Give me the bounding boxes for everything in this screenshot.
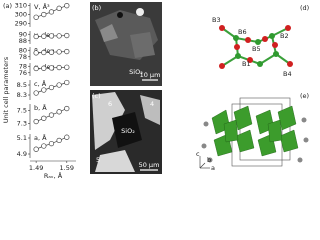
atom-label: B4	[283, 70, 292, 78]
point	[48, 140, 55, 147]
atom-label: B3	[212, 16, 221, 24]
crystal-structure	[199, 97, 309, 169]
scale-label: 50 μm	[139, 161, 160, 169]
point	[56, 49, 62, 55]
atom-label: B1	[242, 60, 251, 68]
point	[64, 105, 70, 112]
y-tick-label: 88	[19, 37, 27, 45]
marker: 6	[108, 100, 112, 108]
series-label: V, Å³	[34, 2, 50, 11]
point	[33, 50, 39, 56]
phase-label: SiO₂	[121, 127, 135, 135]
y-tick-label: 8.3	[17, 91, 27, 99]
series-label: a, Å	[34, 133, 47, 142]
x-tick-label: 1.59	[60, 164, 74, 172]
y-tick-label: 78	[19, 62, 27, 70]
panel-label: (d)	[300, 4, 309, 12]
panel-label: (c)	[92, 92, 101, 100]
point	[64, 48, 70, 55]
point	[41, 87, 47, 93]
panel-label: (b)	[92, 4, 101, 12]
point	[56, 82, 62, 88]
panel-label: (e)	[300, 92, 309, 100]
y-tick-label: 300	[15, 11, 27, 19]
point	[48, 65, 55, 71]
axis-label: c	[196, 150, 200, 158]
point	[48, 112, 55, 118]
x-tick-label: 1.49	[29, 164, 43, 172]
y-tick-label: 76	[19, 69, 27, 77]
y-tick-label: 290	[15, 19, 27, 27]
point	[64, 32, 70, 39]
point	[56, 137, 62, 144]
marker: 5	[96, 156, 100, 164]
point	[33, 65, 39, 72]
axis-label: a	[211, 164, 215, 172]
y-tick-label: 78	[19, 53, 27, 61]
point	[41, 143, 47, 149]
oxygen-atoms	[219, 25, 293, 69]
point	[56, 64, 62, 71]
y-tick-label: 5.1	[17, 134, 27, 142]
y-tick-label: 310	[15, 2, 27, 10]
point	[41, 11, 47, 18]
series-label: b, Å	[34, 103, 47, 112]
micrograph-b	[90, 2, 162, 86]
series-label: c, Å	[34, 79, 47, 88]
point	[48, 84, 55, 91]
y-axis-label: Unit cell parameters	[2, 56, 10, 123]
axis-label: b	[207, 156, 211, 164]
panel-label: (a)	[3, 2, 12, 10]
point	[48, 9, 55, 15]
point	[41, 49, 47, 56]
point	[56, 5, 62, 11]
y-tick-label: 7.5	[17, 107, 27, 115]
y-tick-label: 8.5	[17, 81, 27, 89]
point	[41, 115, 47, 121]
point	[33, 90, 39, 96]
point	[41, 33, 47, 39]
point	[48, 33, 55, 39]
scale-label: 10 μm	[140, 71, 161, 79]
point	[56, 33, 62, 39]
point	[33, 118, 39, 125]
atom-label: B5	[252, 45, 261, 53]
point	[64, 79, 70, 86]
point	[48, 49, 55, 55]
point	[64, 64, 70, 70]
point	[41, 65, 47, 71]
point	[56, 109, 62, 115]
point	[64, 134, 70, 140]
figure: (a) Unit cell parameters (b) SiO₂ 10 μm …	[2, 2, 309, 179]
point	[33, 33, 39, 40]
phase-label: SiO₂	[129, 68, 143, 76]
y-tick-label: 90	[19, 30, 27, 38]
x-axis-label: Rₐᵥ, Å	[44, 171, 63, 179]
point	[33, 14, 39, 20]
y-tick-label: 7.3	[17, 120, 27, 128]
micrograph-c	[90, 90, 162, 174]
point	[64, 3, 70, 9]
y-tick-label: 80	[19, 46, 27, 54]
boron-atoms	[233, 33, 279, 67]
atom-label: B2	[280, 32, 289, 40]
point	[33, 146, 39, 152]
atom-label: B6	[238, 28, 247, 36]
y-tick-label: 4.9	[17, 150, 27, 158]
marker: 4	[150, 100, 154, 108]
